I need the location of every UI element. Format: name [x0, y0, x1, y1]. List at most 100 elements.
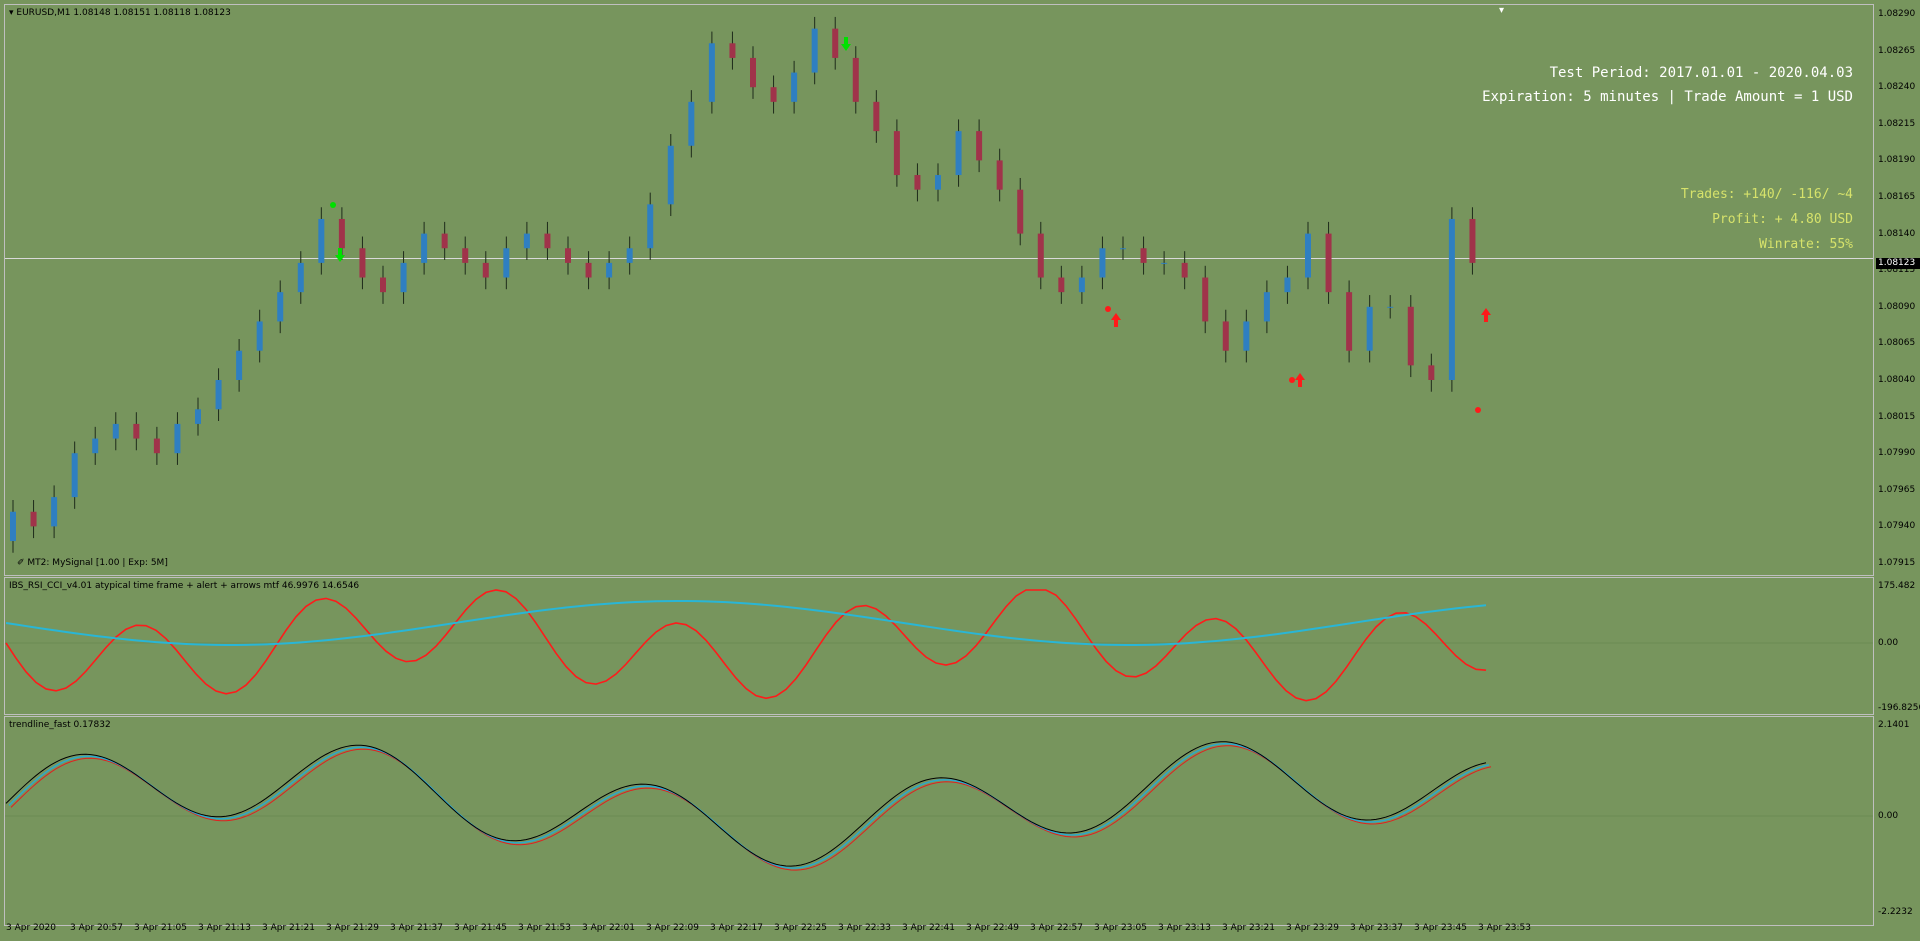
- price-tick: 1.08165: [1878, 192, 1916, 202]
- signal-down-arrow: [335, 248, 345, 262]
- candle-body: [1140, 248, 1147, 263]
- candle-body: [195, 409, 201, 424]
- candle-body: [1161, 262, 1168, 264]
- candle-body: [1366, 306, 1373, 351]
- time-tick: 3 Apr 2020: [6, 923, 56, 933]
- candle-body: [482, 262, 489, 278]
- expiration-text: Expiration: 5 minutes | Trade Amount = 1…: [1482, 89, 1853, 105]
- scroll-marker-icon[interactable]: ▾: [1499, 5, 1505, 16]
- candle-body: [955, 131, 962, 176]
- time-tick: 3 Apr 21:37: [390, 923, 443, 933]
- main-chart-pane[interactable]: ▾ EURUSD,M1 1.08148 1.08151 1.08118 1.08…: [4, 4, 1874, 576]
- candle-body: [1469, 218, 1476, 263]
- candle-body: [1428, 365, 1435, 380]
- candle-body: [503, 248, 510, 278]
- candle-body: [1181, 262, 1188, 278]
- ibs-tick-bottom: -196.8256: [1878, 703, 1920, 713]
- candle-body: [811, 28, 818, 73]
- candle-body: [441, 233, 448, 249]
- time-tick: 3 Apr 21:05: [134, 923, 187, 933]
- signal-dot: [330, 202, 336, 208]
- time-tick: 3 Apr 20:57: [70, 923, 123, 933]
- candle-body: [380, 277, 386, 293]
- candle-body: [1407, 306, 1414, 366]
- candle-body: [606, 262, 613, 278]
- candle-body: [729, 43, 736, 58]
- candle-body: [647, 204, 654, 249]
- price-tick: 1.07965: [1878, 484, 1916, 495]
- candle-body: [873, 101, 880, 132]
- profit-stat: Profit: + 4.80 USD: [1712, 212, 1853, 227]
- candle-body: [359, 248, 366, 278]
- signal-down-arrow: [841, 37, 851, 51]
- candle-body: [1263, 292, 1270, 322]
- candle-body: [585, 262, 592, 278]
- time-tick: 3 Apr 23:29: [1286, 923, 1339, 933]
- candle-body: [1346, 292, 1353, 351]
- time-tick: 3 Apr 22:49: [966, 923, 1019, 933]
- symbol-header: ▾ EURUSD,M1 1.08148 1.08151 1.08118 1.08…: [9, 8, 231, 18]
- winrate-stat: Winrate: 55%: [1759, 237, 1853, 252]
- ibs-tick-zero: 0.00: [1878, 638, 1899, 648]
- trend-blue-line: [8, 742, 1490, 869]
- collapse-arrow-icon[interactable]: ▾: [9, 8, 14, 18]
- candle-body: [174, 423, 181, 454]
- candle-body: [893, 131, 900, 176]
- ibs-blue-line: [5, 600, 1487, 646]
- candle-body: [791, 72, 798, 102]
- time-tick: 3 Apr 21:13: [198, 923, 251, 933]
- candle-body: [1448, 218, 1455, 380]
- candle-body: [338, 218, 345, 249]
- candle-body: [1202, 277, 1209, 322]
- candle-body: [92, 438, 99, 454]
- candle-body: [688, 101, 695, 146]
- candle-body: [10, 511, 16, 542]
- candle-body: [400, 262, 407, 293]
- time-tick: 3 Apr 21:53: [518, 923, 571, 933]
- candle-body: [667, 145, 674, 205]
- candle-body: [935, 175, 941, 190]
- trendline-indicator-pane[interactable]: trendline_fast 0.17832: [4, 716, 1874, 926]
- candle-body: [215, 380, 222, 410]
- price-tick: 1.08240: [1878, 82, 1916, 93]
- trend-tick-bottom: -2.2232: [1878, 907, 1913, 917]
- candle-body: [852, 57, 859, 102]
- price-tick: 1.08065: [1878, 338, 1916, 349]
- candle-body: [297, 262, 304, 293]
- signal-up-arrow: [1295, 373, 1305, 387]
- candle-body: [256, 321, 263, 351]
- trendline-indicator-label: trendline_fast 0.17832: [9, 720, 111, 730]
- indicator-settings-icon[interactable]: ✐: [17, 558, 25, 568]
- time-tick: 3 Apr 23:13: [1158, 923, 1211, 933]
- candle-body: [565, 248, 571, 263]
- time-tick: 3 Apr 22:01: [582, 923, 635, 933]
- time-tick: 3 Apr 21:29: [326, 923, 379, 933]
- candle-body: [71, 453, 78, 498]
- price-tick: 1.08290: [1878, 9, 1916, 19]
- price-tick: 1.08190: [1878, 155, 1916, 166]
- price-tick: 1.08040: [1878, 375, 1916, 385]
- indicator-label: ✐ MT2: MySignal [1.00 | Exp: 5M]: [17, 558, 168, 568]
- signal-up-arrow: [1111, 313, 1121, 327]
- signal-dot: [1475, 407, 1481, 413]
- ibs-red-line: [5, 589, 1487, 702]
- test-period-text: Test Period: 2017.01.01 - 2020.04.03: [1549, 65, 1853, 81]
- candle-body: [976, 131, 983, 161]
- candle-body: [1058, 277, 1065, 293]
- candle-body: [153, 438, 160, 454]
- price-tick: 1.07940: [1878, 521, 1916, 532]
- candle-body: [523, 233, 530, 249]
- time-tick: 3 Apr 23:37: [1350, 923, 1403, 933]
- ibs-tick-top: 175.482: [1878, 581, 1916, 591]
- candle-body: [708, 43, 715, 102]
- candle-body: [914, 175, 921, 190]
- candle-body: [318, 218, 325, 263]
- candle-body: [462, 248, 469, 263]
- price-tick: 1.07915: [1878, 558, 1916, 568]
- candle-body: [750, 57, 756, 88]
- current-price-tag: 1.08123: [1876, 258, 1920, 269]
- trades-stat: Trades: +140/ -116/ ~4: [1680, 187, 1853, 202]
- ibs-indicator-label: IBS_RSI_CCI_v4.01 atypical time frame + …: [9, 581, 360, 591]
- candle-body: [1078, 277, 1085, 293]
